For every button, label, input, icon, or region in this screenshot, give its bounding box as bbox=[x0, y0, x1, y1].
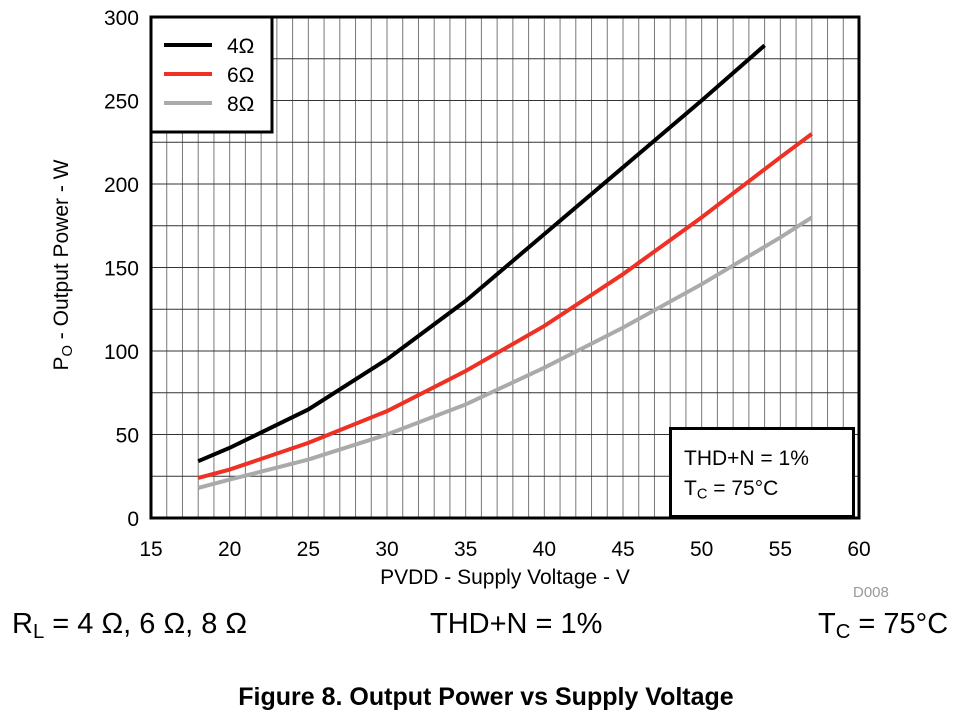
annotation-box: THD+N = 1% TC = 75°C bbox=[669, 427, 855, 518]
condition-thd: THD+N = 1% bbox=[430, 608, 603, 640]
x-tick-label: 60 bbox=[847, 538, 870, 561]
y-tick-label: 0 bbox=[127, 508, 139, 531]
x-tick-label: 20 bbox=[218, 538, 241, 561]
legend-label: 8Ω bbox=[227, 93, 254, 116]
x-tick-label: 50 bbox=[690, 538, 713, 561]
annotation-thd: THD+N = 1% bbox=[684, 447, 809, 470]
condition-rl: RL = 4 Ω, 6 Ω, 8 Ω bbox=[12, 608, 248, 644]
figure-caption: Figure 8. Output Power vs Supply Voltage bbox=[238, 683, 734, 711]
condition-tc: TC = 75°C bbox=[818, 608, 949, 644]
y-tick-label: 100 bbox=[104, 341, 139, 364]
y-tick-label: 250 bbox=[104, 91, 139, 114]
y-tick-label: 50 bbox=[116, 425, 139, 448]
series-line-4ohm bbox=[197, 43, 766, 464]
legend-label: 4Ω bbox=[227, 35, 254, 58]
x-tick-label: 30 bbox=[375, 538, 398, 561]
y-tick-label: 150 bbox=[104, 258, 139, 281]
ylabel: PO - Output Power - W bbox=[50, 159, 76, 371]
x-tick-label: 15 bbox=[139, 538, 162, 561]
x-tick-label: 45 bbox=[611, 538, 634, 561]
x-tick-label: 55 bbox=[769, 538, 792, 561]
plot-frame bbox=[149, 15, 861, 520]
series-line-8ohm bbox=[197, 215, 813, 490]
legend-label: 6Ω bbox=[227, 64, 254, 87]
x-tick-label: 25 bbox=[297, 538, 320, 561]
figure-id: D008 bbox=[853, 584, 889, 601]
y-tick-label: 200 bbox=[104, 174, 139, 197]
x-tick-label: 40 bbox=[533, 538, 556, 561]
series-line-6ohm bbox=[197, 132, 813, 480]
annotation-tc: TC = 75°C bbox=[684, 477, 779, 503]
y-tick-label: 300 bbox=[104, 7, 139, 30]
xlabel: PVDD - Supply Voltage - V bbox=[380, 566, 630, 589]
x-tick-label: 35 bbox=[454, 538, 477, 561]
